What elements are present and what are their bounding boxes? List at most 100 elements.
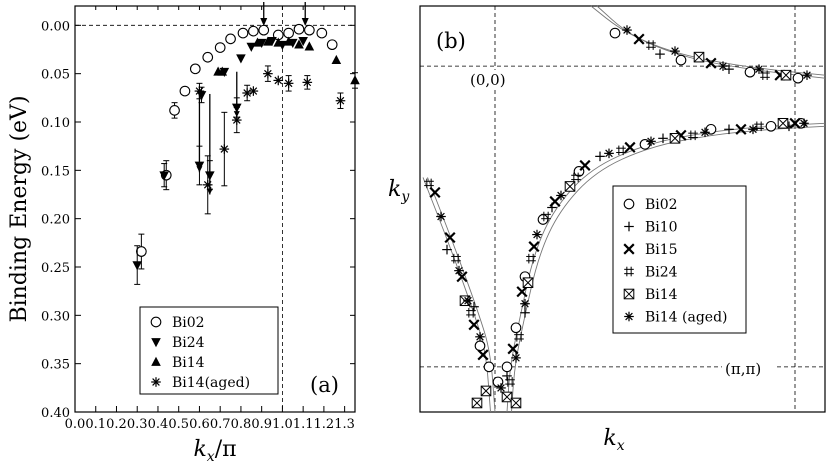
- panel-a-point-down-triangle: [159, 171, 169, 181]
- panel-a-legend-label: Bi14(aged): [172, 375, 250, 391]
- panel-a-point-open-circle: [258, 24, 270, 36]
- panel-a-point-open-circle: [136, 246, 147, 257]
- panel-a-xlabel-sub: x: [207, 449, 215, 465]
- panel-a-xtick-label: 0.0: [65, 417, 86, 432]
- panel-b-point-asterisk: [436, 211, 446, 222]
- panel-b-origin-label-bg: [466, 70, 520, 90]
- panel-a-point-asterisk: [283, 78, 294, 89]
- panel-a-point-down-triangle: [267, 36, 277, 47]
- panel-b-point-asterisk: [718, 61, 728, 71]
- panel-a-legend-marker-down-triangle: [151, 338, 161, 348]
- panel-b-point-x: [789, 117, 801, 129]
- panel-b-legend-label: Bi14 (aged): [645, 310, 728, 326]
- panel-b-point-boxed-x: [480, 385, 492, 397]
- panel-a-point-up-triangle: [283, 36, 294, 46]
- panel-b-xlabel: kx: [603, 426, 624, 454]
- panel-a-point-open-circle: [283, 27, 294, 39]
- panel-a-xtick-label: 0.7: [210, 417, 231, 432]
- panel-a-point-open-circle: [248, 25, 259, 37]
- panel-b-point-asterisk: [754, 64, 764, 74]
- panel-a-xtick-label: 1.3: [334, 417, 355, 432]
- panel-a: 0.0 0.1 0.2 0.3 0.4 0.5 0.6 0.7 0.8 0.9 1.0 1.1 1.2 1…: [7, 2, 360, 465]
- panel-b-point-asterisk: [475, 332, 485, 342]
- panel-a-ytick-label: 0.25: [41, 261, 70, 276]
- panel-b-fs-curve: [590, 5, 826, 76]
- panel-b-point-boxed-x: [501, 391, 513, 403]
- panel-b-legend-marker-boxed-x: [623, 288, 635, 300]
- panel-a-xtick-label: 1.2: [314, 417, 335, 432]
- panel-b-point-x: [633, 33, 645, 45]
- panel-a-xtick-label: 1.1: [293, 417, 314, 432]
- panel-b-point-boxed-x: [522, 277, 534, 288]
- panel-a-xtick-label: 0.6: [189, 417, 210, 432]
- panel-a-point-asterisk: [263, 68, 273, 79]
- panel-a-point-up-triangle: [217, 66, 228, 76]
- panel-b-point-x: [705, 57, 717, 69]
- panel-b-point-plus: [469, 301, 479, 312]
- panel-b-xlabel-k: k: [603, 426, 616, 451]
- panel-b-point-open-circle: [744, 66, 756, 78]
- panel-a-point-open-circle: [169, 105, 180, 116]
- panel-a-legend-marker-open-circle: [150, 316, 162, 328]
- panel-b-point-x: [528, 241, 540, 253]
- panel-b-point-asterisk: [520, 298, 530, 309]
- panel-a-arrow-head: [260, 18, 268, 26]
- panel-b-point-plus: [595, 151, 605, 162]
- panel-b-point-boxed-x: [780, 69, 792, 81]
- panel-a-ytick-label: 0.40: [41, 406, 70, 421]
- panel-a-point-up-triangle: [263, 36, 273, 46]
- panel-b-point-asterisk: [532, 229, 542, 240]
- panel-b-point-x: [624, 141, 636, 153]
- panel-b-fs-curve: [511, 125, 826, 413]
- panel-b-point-open-circle: [510, 322, 522, 334]
- panel-a-point-open-circle: [316, 27, 328, 39]
- panel-b: (0,0) (π,π) (b) ky kx Bi02Bi10Bi15Bi24Bi…: [388, 5, 826, 454]
- panel-b-point-x: [444, 231, 456, 244]
- panel-a-point-up-triangle: [294, 39, 304, 49]
- panel-b-point-hash: [616, 145, 626, 156]
- panel-b-xlabel-sub: x: [617, 438, 625, 454]
- panel-b-point-hash: [541, 211, 551, 222]
- panel-a-point-asterisk: [242, 88, 252, 98]
- panel-b-point-open-circle: [483, 361, 495, 373]
- panel-a-xtick-label: 0.1: [85, 417, 106, 432]
- panel-a-label: (a): [310, 373, 339, 397]
- panel-a-point-open-circle: [214, 42, 226, 53]
- panel-a-xlabel-k: k: [193, 437, 206, 462]
- panel-b-point-x: [735, 123, 747, 135]
- panel-b-legend-label: Bi14: [645, 287, 678, 303]
- panel-a-point-open-circle: [189, 63, 201, 75]
- panel-b-legend-box: [612, 185, 747, 334]
- panel-b-point-asterisk: [670, 46, 680, 56]
- panel-b-point-x: [507, 343, 519, 355]
- panel-a-point-open-circle: [179, 85, 191, 97]
- panel-a-legend-marker-up-triangle: [151, 356, 161, 366]
- panel-b-ylabel-k: k: [388, 177, 401, 202]
- panel-a-point-down-triangle: [236, 54, 246, 64]
- panel-b-fs-curve: [422, 177, 491, 413]
- panel-a-ytick-label: 0.05: [41, 68, 70, 83]
- panel-b-point-hash: [688, 130, 698, 141]
- panel-a-arrow-head: [301, 18, 309, 26]
- panel-b-point-x: [468, 319, 480, 331]
- panel-a-ticks: 0.0 0.1 0.2 0.3 0.4 0.5 0.6 0.7 0.8 0.9 1.0 1.1 1.2 1…: [41, 6, 355, 432]
- panel-a-ytick-label: 0.30: [41, 309, 70, 324]
- panel-a-legend-marker-asterisk: [151, 377, 161, 387]
- panel-b-point-open-circle: [792, 72, 804, 84]
- panel-a-point-asterisk: [302, 77, 313, 88]
- panel-a-point-open-circle: [237, 27, 249, 39]
- panel-b-point-open-circle: [474, 340, 486, 352]
- panel-a-point-down-triangle: [205, 171, 215, 181]
- panel-b-point-plus: [502, 371, 512, 381]
- panel-b-label: (b): [436, 29, 466, 53]
- panel-a-legend: Bi02 Bi24 Bi14 Bi14(aged): [139, 306, 279, 395]
- panel-a-xtick-label: 0.2: [106, 417, 127, 432]
- panel-b-point-boxed-x: [669, 133, 681, 144]
- panel-b-legend-label: Bi02: [645, 197, 678, 213]
- panel-a-ylabel: Binding Energy (eV): [7, 95, 32, 322]
- panel-b-point-asterisk: [604, 148, 614, 159]
- panel-b-marks: [424, 25, 812, 409]
- panel-b-point-hash: [451, 253, 461, 264]
- panel-a-ytick-label: 0.15: [41, 164, 70, 179]
- panel-a-point-asterisk: [273, 75, 284, 86]
